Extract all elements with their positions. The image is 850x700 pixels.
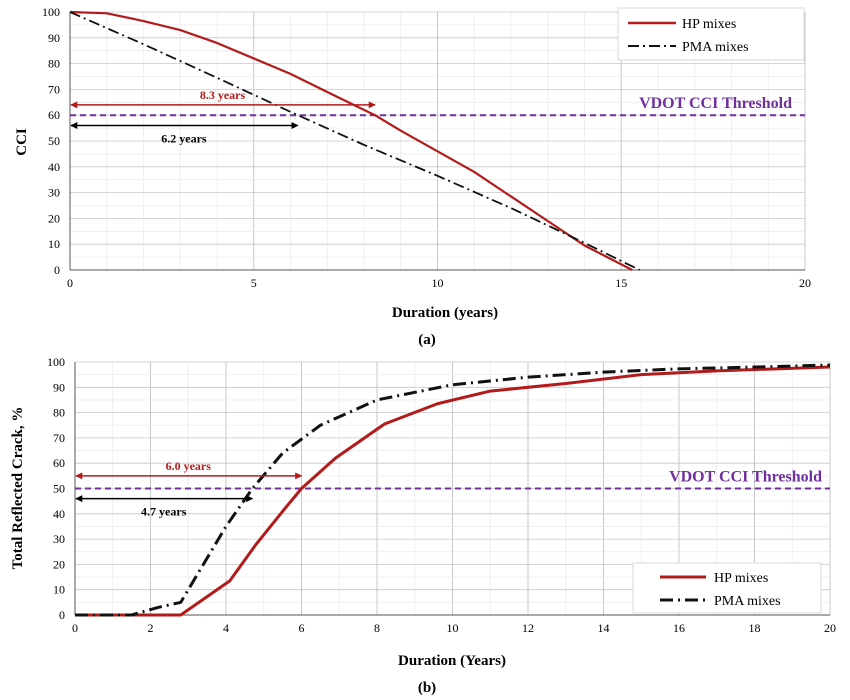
x-axis-label-b: Duration (Years) xyxy=(398,653,506,669)
x-tick-label: 20 xyxy=(824,621,836,635)
y-axis-label-a: CCI xyxy=(14,128,30,156)
x-tick-label: 6 xyxy=(299,621,305,635)
x-tick-label: 15 xyxy=(615,276,627,290)
y-tick-label: 70 xyxy=(48,82,60,96)
legend-label-pma-a: PMA mixes xyxy=(682,40,749,55)
ticks-b: 0 2 4 6 8 10 12 14 16 18 20 0 10 20 30 40 50 60 70 80 90 100 xyxy=(47,355,836,635)
legend-a: HP mixes PMA mixes xyxy=(617,7,805,61)
y-tick-label: 100 xyxy=(42,5,60,19)
y-tick-label: 0 xyxy=(59,608,65,622)
plot-area-a: VDOT CCI Threshold 8.3 years 6.2 years xyxy=(69,10,805,271)
y-tick-label: 10 xyxy=(53,583,65,597)
grid-b xyxy=(74,361,831,616)
x-tick-label: 14 xyxy=(598,621,610,635)
y-tick-label: 50 xyxy=(53,482,65,496)
y-tick-label: 60 xyxy=(53,456,65,470)
annotation-label: 4.7 years xyxy=(141,505,187,519)
annotation-label: 6.2 years xyxy=(161,132,207,146)
y-tick-label: 80 xyxy=(48,57,60,71)
plot-area-b: VDOT CCI Threshold 6.0 years 4.7 years xyxy=(75,363,831,617)
x-tick-label: 20 xyxy=(799,276,811,290)
panel-label-a: (a) xyxy=(418,332,436,348)
chart-panel-a: VDOT CCI Threshold 8.3 years 6.2 years 0 5 1… xyxy=(14,5,811,348)
legend-box-b xyxy=(632,562,822,614)
x-tick-label: 10 xyxy=(432,276,444,290)
y-tick-label: 30 xyxy=(53,532,65,546)
series-line-pma xyxy=(75,363,831,617)
y-tick-label: 100 xyxy=(47,355,65,369)
legend-label-hp-b: HP mixes xyxy=(714,571,768,586)
y-tick-label: 30 xyxy=(48,186,60,200)
ticks-a: 0 5 10 15 20 0 10 20 30 40 50 60 70 80 90 100 xyxy=(42,5,811,290)
y-tick-label: 90 xyxy=(48,31,60,45)
legend-label-pma-b: PMA mixes xyxy=(714,594,781,609)
threshold-label: VDOT CCI Threshold xyxy=(639,95,792,112)
x-tick-label: 16 xyxy=(673,621,685,635)
annotation-label: 6.0 years xyxy=(166,459,212,473)
x-tick-label: 10 xyxy=(447,621,459,635)
y-tick-label: 90 xyxy=(53,380,65,394)
x-tick-label: 4 xyxy=(223,621,229,635)
y-tick-label: 40 xyxy=(53,507,65,521)
y-tick-label: 0 xyxy=(54,263,60,277)
y-tick-label: 70 xyxy=(53,431,65,445)
y-tick-label: 60 xyxy=(48,108,60,122)
x-tick-label: 0 xyxy=(67,276,73,290)
x-tick-label: 2 xyxy=(148,621,154,635)
x-tick-label: 5 xyxy=(251,276,257,290)
y-tick-label: 80 xyxy=(53,406,65,420)
legend-b: HP mixes PMA mixes xyxy=(632,562,822,614)
legend-label-hp-a: HP mixes xyxy=(682,17,736,32)
panel-label-b: (b) xyxy=(418,680,436,696)
chart-panel-b: VDOT CCI Threshold 6.0 years 4.7 years 0 2 4… xyxy=(10,355,836,696)
threshold-label: VDOT CCI Threshold xyxy=(669,469,822,486)
legend-box-a xyxy=(617,7,805,61)
x-tick-label: 18 xyxy=(749,621,761,635)
annotation-label: 8.3 years xyxy=(200,88,246,102)
x-tick-label: 0 xyxy=(72,621,78,635)
y-tick-label: 20 xyxy=(53,557,65,571)
y-tick-label: 20 xyxy=(48,211,60,225)
x-tick-label: 8 xyxy=(374,621,380,635)
y-tick-label: 40 xyxy=(48,160,60,174)
series-line-hp xyxy=(75,365,831,617)
y-tick-label: 10 xyxy=(48,237,60,251)
x-axis-label-a: Duration (years) xyxy=(392,305,498,321)
series-line-pma xyxy=(69,11,641,271)
y-tick-label: 50 xyxy=(48,134,60,148)
y-axis-label-b: Total Reflected Crack, % xyxy=(10,407,26,570)
x-tick-label: 12 xyxy=(522,621,534,635)
